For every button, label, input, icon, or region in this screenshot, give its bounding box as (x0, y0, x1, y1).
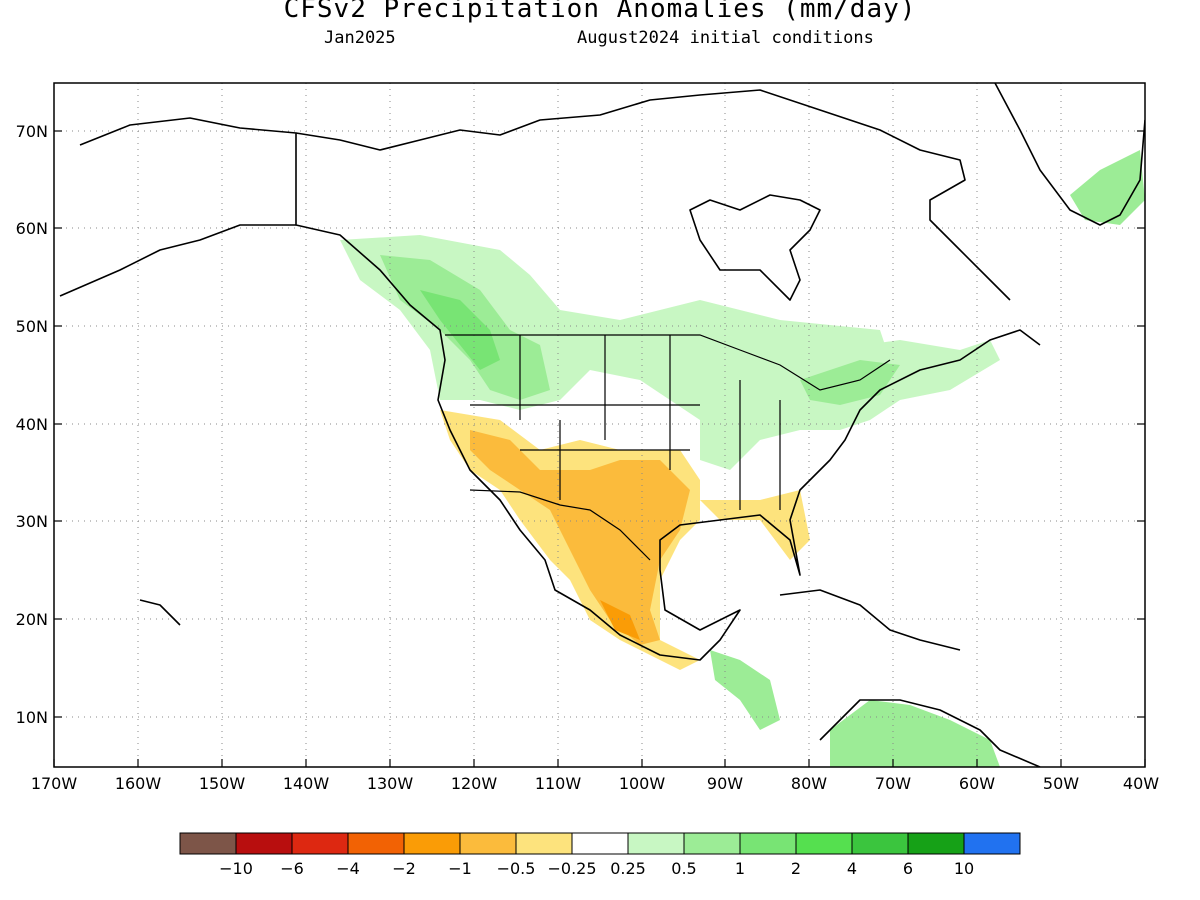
legend-swatch (515, 832, 573, 855)
lon-label: 110W (535, 774, 582, 793)
legend-swatch (235, 832, 293, 855)
legend-label: −10 (219, 859, 253, 878)
lat-label: 40N (16, 415, 48, 434)
state-lines (470, 335, 781, 510)
axis-ticks (53, 130, 1146, 767)
map-area (54, 83, 1145, 767)
anomaly-dry-gulf (700, 490, 810, 560)
lat-label: 20N (16, 610, 48, 629)
lat-label: 70N (16, 122, 48, 141)
coastline-arctic (295, 89, 1011, 301)
legend-label: −4 (336, 859, 360, 878)
map-frame (53, 82, 1146, 768)
lon-label: 60W (959, 774, 995, 793)
legend-swatch (179, 832, 237, 855)
legend-label: −0.25 (547, 859, 596, 878)
map-title: CFSv2 Precipitation Anomalies (mm/day) (283, 0, 917, 24)
coastline-hawaii (139, 599, 181, 626)
legend-label: −6 (280, 859, 304, 878)
lon-label: 70W (875, 774, 911, 793)
coastlines (59, 83, 1145, 767)
coastline-greenland (994, 83, 1145, 226)
legend-label: −1 (448, 859, 472, 878)
color-legend: −10 −6 −4 −2 −1 −0.5 −0.25 0.25 0.5 1 2 … (179, 832, 1021, 878)
coastline-hudson-bay (689, 194, 821, 301)
init-conditions-label: August2024 initial conditions (577, 28, 874, 48)
legend-label: 0.25 (610, 859, 646, 878)
lon-label: 100W (619, 774, 666, 793)
lon-label: 160W (115, 774, 162, 793)
lon-gridlines (137, 83, 1062, 767)
anomaly-wet-northwest-3 (420, 290, 500, 370)
lon-labels: 170W 160W 150W 140W 130W 120W 110W 100W … (31, 774, 1159, 793)
legend-swatch (851, 832, 909, 855)
border-us-canada (445, 334, 891, 391)
lon-label: 140W (283, 774, 330, 793)
anomaly-dry-mexico (600, 600, 640, 640)
legend-swatch (291, 832, 349, 855)
lon-label: 150W (199, 774, 246, 793)
legend-label: −2 (392, 859, 416, 878)
coastline-south-america (819, 699, 1041, 767)
anomaly-wet-south-america (830, 700, 1000, 767)
lon-label: 170W (31, 774, 78, 793)
anomaly-fields (340, 150, 1145, 767)
legend-swatch (627, 832, 685, 855)
lat-labels: 70N 60N 50N 40N 30N 20N 10N (16, 122, 48, 727)
legend-label: 2 (791, 859, 801, 878)
anomaly-dry-southwest-2 (470, 430, 690, 645)
legend-swatch (459, 832, 517, 855)
border-us-mexico (469, 489, 651, 561)
legend-label: 6 (903, 859, 913, 878)
legend-swatch (571, 832, 629, 855)
legend-swatch (907, 832, 965, 855)
valid-month-label: Jan2025 (324, 28, 396, 48)
legend-swatch (347, 832, 405, 855)
lat-label: 50N (16, 317, 48, 336)
coastline-alaska (79, 117, 1041, 661)
legend-label: 10 (954, 859, 974, 878)
legend-label: 0.5 (671, 859, 696, 878)
legend-swatch (963, 832, 1021, 855)
coastline-caribbean (779, 589, 961, 651)
lon-label: 80W (791, 774, 827, 793)
anomaly-wet-central-america (710, 650, 780, 730)
lat-label: 10N (16, 708, 48, 727)
lon-label: 50W (1043, 774, 1079, 793)
political-borders (445, 334, 891, 561)
coastline-alaska-west (59, 224, 296, 297)
legend-label: 1 (735, 859, 745, 878)
lon-label: 40W (1123, 774, 1159, 793)
legend-swatch (683, 832, 741, 855)
lon-label: 90W (707, 774, 743, 793)
legend-label: 4 (847, 859, 857, 878)
legend-swatch (795, 832, 853, 855)
lon-label: 130W (367, 774, 414, 793)
legend-label: −0.5 (497, 859, 536, 878)
legend-swatch (739, 832, 797, 855)
anomaly-wet-greenland (1070, 150, 1145, 225)
legend-swatch (403, 832, 461, 855)
lat-label: 60N (16, 219, 48, 238)
lat-label: 30N (16, 512, 48, 531)
lon-label: 120W (451, 774, 498, 793)
